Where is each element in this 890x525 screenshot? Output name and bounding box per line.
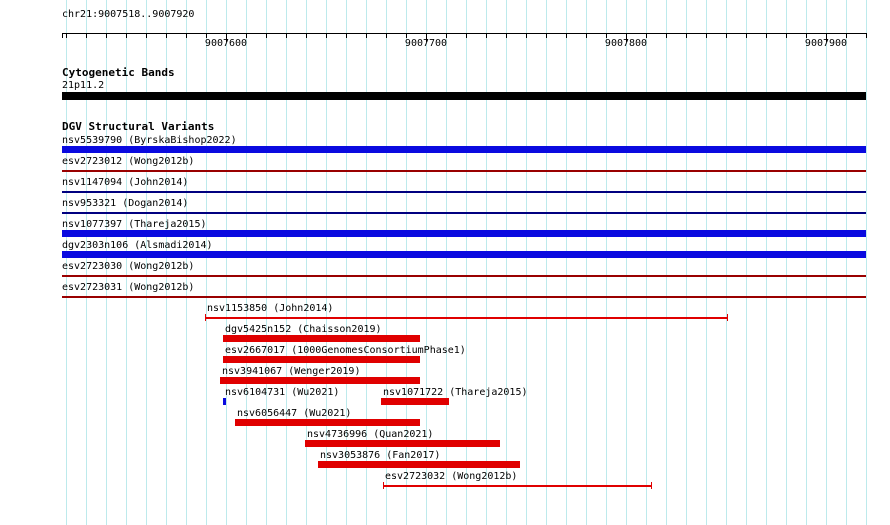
grid-lines [66,0,867,525]
variant-bar[interactable] [223,398,226,405]
dgv-section-title: DGV Structural Variants [62,120,215,133]
variant-bar[interactable] [62,275,866,277]
variant-label: nsv3941067 (Wenger2019) [222,366,361,377]
cytobands-section-title: Cytogenetic Bands [62,66,175,79]
variant-label: nsv1147094 (John2014) [62,177,189,188]
range-end-tick [383,482,384,489]
variant-label: nsv1153850 (John2014) [207,303,334,314]
variant-bar[interactable] [305,440,500,447]
cytoband-label: 21p11.2 [62,80,105,91]
variant-bar[interactable] [223,335,420,342]
range-line [383,485,652,487]
ruler-major-tick [826,34,827,42]
variant-bar[interactable] [381,398,449,405]
variant-label: nsv1077397 (Thareja2015) [62,219,207,230]
variant-label: esv2723032 (Wong2012b) [385,471,518,482]
ruler-major-tick [626,34,627,42]
variant-label: nsv5539790 (ByrskaBishop2022) [62,135,237,146]
variant-bar[interactable] [62,296,866,298]
variant-label: dgv5425n152 (Chaisson2019) [225,324,382,335]
variant-label: nsv953321 (Dogan2014) [62,198,189,209]
variant-label: esv2723031 (Wong2012b) [62,282,195,293]
variant-bar[interactable] [62,191,866,193]
variant-bar[interactable] [62,146,866,153]
ruler-tick-label: 9007900 [804,38,848,49]
variant-bar[interactable] [220,377,420,384]
variant-label: nsv6056447 (Wu2021) [237,408,352,419]
variant-bar[interactable] [205,314,728,321]
variant-bar[interactable] [62,212,866,214]
ruler-tick-label: 9007700 [404,38,448,49]
cytoband-bar[interactable] [62,92,866,100]
variant-label: esv2667017 (1000GenomesConsortiumPhase1) [225,345,466,356]
range-end-tick [651,482,652,489]
ruler-tick-label: 9007600 [204,38,248,49]
variant-bar[interactable] [62,230,866,237]
variant-bar[interactable] [318,461,520,468]
range-end-tick [727,314,728,321]
variant-label: nsv1071722 (Thareja2015) [383,387,528,398]
variant-label: nsv3053876 (Fan2017) [320,450,441,461]
ruler-minor-ticks [66,34,867,38]
variant-bar[interactable] [235,419,420,426]
variant-bar[interactable] [62,170,866,172]
ruler-tick-label: 9007800 [604,38,648,49]
variant-label: nsv4736996 (Quan2021) [307,429,434,440]
variant-bar[interactable] [383,482,652,489]
ruler-line [62,33,867,34]
ruler-major-tick [226,34,227,42]
variant-bar[interactable] [223,356,420,363]
variant-label: esv2723030 (Wong2012b) [62,261,195,272]
ruler-end-tick [866,34,867,38]
ruler-end-tick [62,34,63,38]
ruler-major-tick [426,34,427,42]
variant-bar[interactable] [62,251,866,258]
variant-label: dgv2303n106 (Alsmadi2014) [62,240,213,251]
range-line [205,317,728,319]
variant-label: nsv6104731 (Wu2021) [225,387,340,398]
range-end-tick [205,314,206,321]
variant-label: esv2723012 (Wong2012b) [62,156,195,167]
region-label: chr21:9007518..9007920 [62,9,195,20]
